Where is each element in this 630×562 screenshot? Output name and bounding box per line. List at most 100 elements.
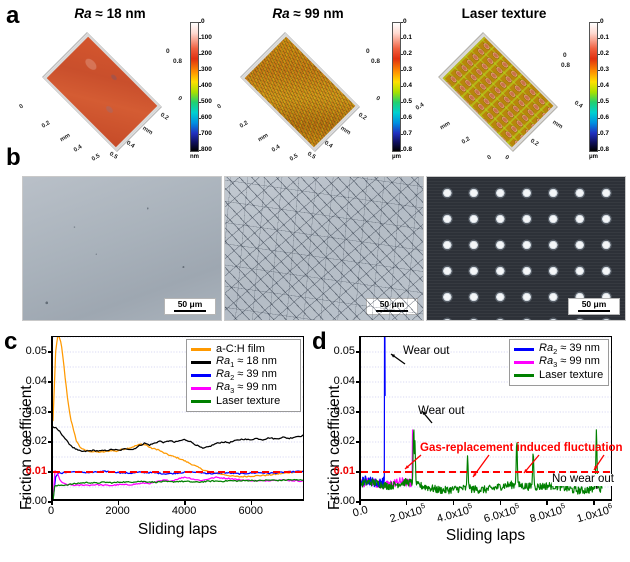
scalebar-2: 50 μm [366, 297, 418, 315]
afm-title-3: Laser texture [424, 6, 584, 21]
afm-3-z-1: 0.8 [561, 62, 571, 69]
legend-item-ra1[interactable]: Ra1 ≈ 18 nm [191, 356, 295, 369]
colorbar-tickmark [199, 22, 201, 23]
legend-label-a-ch-film: a-C:H film [216, 343, 265, 355]
colorbar-tick: 0.3 [600, 66, 610, 73]
colorbar-tick: 0.7 [600, 130, 610, 137]
panel-d-ytickmark [356, 411, 360, 413]
panel-c-ytick: 0.03 [25, 404, 47, 417]
colorbar-tickmark [401, 38, 403, 39]
colorbar-1-unit: nm [190, 154, 199, 160]
colorbar-tick: 0 [600, 18, 604, 25]
panel-c-ytick: 0.02 [25, 434, 47, 447]
colorbar-tickmark [199, 38, 201, 39]
legend-item-ra3[interactable]: Ra3 ≈ 99 nm [191, 382, 295, 395]
legend-item-d-laser[interactable]: Laser texture [514, 369, 603, 382]
panel-d-letter: d [312, 328, 327, 355]
legend-swatch-a-ch-film [191, 348, 211, 351]
scalebar-1: 50 μm [164, 297, 216, 315]
colorbar-tick: 0.4 [403, 82, 413, 89]
colorbar-tick: 800 [201, 146, 212, 153]
micrograph-laser-textured: 50 μm [426, 176, 626, 321]
legend-swatch-ra3 [191, 387, 211, 390]
colorbar-tick: 0 [201, 18, 205, 25]
panel-d-xtickmark [593, 501, 595, 505]
colorbar-tickmark [598, 102, 600, 103]
legend-label-d-ra2: Ra2 ≈ 39 nm [539, 342, 600, 357]
afm-surface-3 [410, 22, 585, 162]
legend-swatch-d-ra2 [514, 348, 534, 351]
colorbar-tick: 0.6 [403, 114, 413, 121]
panel-c-xtick: 4000 [171, 505, 197, 517]
colorbar-tick: 0.8 [403, 146, 413, 153]
scalebar-3-label: 50 μm [581, 298, 607, 309]
panel-d-xtickmark [452, 501, 455, 505]
colorbar-tickmark [199, 102, 201, 103]
panel-d-xtickmark [359, 501, 361, 505]
legend-item-a-ch-film[interactable]: a-C:H film [191, 343, 295, 356]
colorbar-tickmark [598, 54, 600, 55]
afm-3-z-0: 0 [563, 52, 567, 59]
colorbar-tickmark [401, 86, 403, 87]
afm-title-1-suffix: ≈ 18 nm [91, 6, 146, 21]
afm-title-2-prefix: Ra [272, 6, 290, 21]
panel-c-xtick: 0 [47, 505, 55, 517]
legend-item-ra2[interactable]: Ra2 ≈ 39 nm [191, 369, 295, 382]
colorbar-tickmark [401, 22, 403, 23]
afm-map-2: 0 0.2 mm 0.4 0.5 0.5 0.4 mm 0.2 0 [212, 22, 387, 163]
colorbar-tickmark [598, 118, 600, 119]
panel-d-xtickmark [546, 501, 548, 505]
panel-c-ytickmark [48, 411, 52, 413]
colorbar-1 [190, 22, 199, 152]
legend-item-laser[interactable]: Laser texture [191, 395, 295, 408]
afm-title-2-suffix: ≈ 99 nm [289, 6, 344, 21]
panel-d-ytick: 0.02 [333, 434, 355, 447]
colorbar-tick: 0.8 [600, 146, 610, 153]
colorbar-tickmark [199, 118, 201, 119]
afm-surface-1 [14, 22, 189, 162]
afm-title-2: Ra ≈ 99 nm [228, 6, 388, 21]
panel-d-ytick: 0.03 [333, 404, 355, 417]
annot-wear-out-1: Wear out [403, 345, 450, 357]
colorbar-tick: 0.2 [403, 50, 413, 57]
panel-c-xtickmark [51, 501, 53, 505]
colorbar-tick: 600 [201, 114, 212, 121]
legend-swatch-d-laser [514, 374, 534, 377]
panel-c-ytick: 0.00 [25, 494, 47, 507]
legend-swatch-d-ra3 [514, 361, 534, 364]
panel-c-ytickmark [48, 471, 52, 473]
colorbar-tickmark [401, 70, 403, 71]
colorbar-tick: 100 [201, 34, 212, 41]
micrograph-scratched: 50 μm [224, 176, 424, 321]
legend-item-d-ra3[interactable]: Ra3 ≈ 99 nm [514, 356, 603, 369]
colorbar-tick: 0 [403, 18, 407, 25]
colorbar-tickmark [598, 22, 600, 23]
legend-label-ra3: Ra3 ≈ 99 nm [216, 381, 277, 396]
micrograph-smooth: 50 μm [22, 176, 222, 321]
legend-label-ra2: Ra2 ≈ 39 nm [216, 368, 277, 383]
panel-c-ytickmark [48, 381, 52, 383]
colorbar-tickmark [598, 38, 600, 39]
scalebar-2-label: 50 μm [379, 298, 405, 309]
panel-d-xtickmark [499, 501, 502, 505]
panel-c-xtick: 2000 [105, 505, 130, 517]
panel-c-ytick: 0.05 [25, 344, 47, 357]
scalebar-1-bar [174, 309, 206, 312]
legend-label-ra1: Ra1 ≈ 18 nm [216, 355, 277, 370]
legend-item-d-ra2[interactable]: Ra2 ≈ 39 nm [514, 343, 603, 356]
colorbar-tick: 0.7 [403, 130, 413, 137]
scalebar-3-bar [578, 309, 610, 312]
panel-c-xtickmark [184, 501, 186, 505]
scalebar-3: 50 μm [568, 297, 620, 315]
panel-c-xtickmark [117, 501, 120, 505]
panel-d-ytick: 0.01 [333, 464, 355, 477]
annot-no-wear-out: No wear out [552, 473, 615, 486]
colorbar-tick: 0.5 [403, 98, 413, 105]
colorbar-tick: 500 [201, 98, 212, 105]
afm-2-z-1: 0.8 [371, 58, 381, 65]
afm-2-z-0: 0 [366, 48, 370, 55]
annot-wear-out-2: Wear out [418, 405, 465, 417]
panel-d-ytickmark [356, 501, 360, 503]
colorbar-tick: 700 [201, 130, 212, 137]
